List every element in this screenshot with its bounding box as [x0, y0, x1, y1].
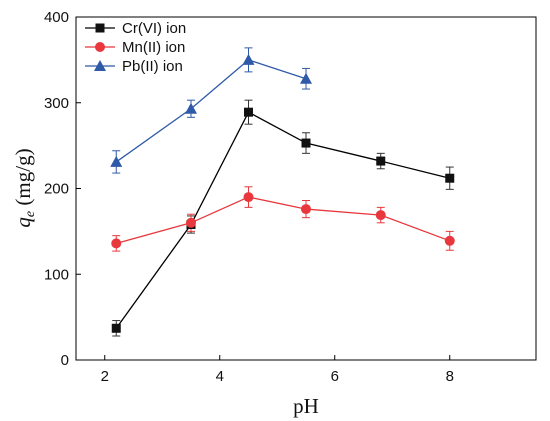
- series-lines: [115, 59, 450, 329]
- data-point-mn: [243, 192, 254, 203]
- x-tick-label: 8: [446, 368, 454, 385]
- x-tick-label: 2: [101, 368, 109, 385]
- y-axis-title-symbol: q: [11, 217, 35, 228]
- data-point-cr: [301, 138, 311, 148]
- legend-label-mn: Mn(II) ion: [122, 39, 185, 56]
- legend: Cr(VI) ion Mn(II) ion Pb(II) ion: [85, 20, 186, 75]
- y-tick-label: 100: [44, 266, 69, 283]
- x-tick-label: 4: [216, 368, 224, 385]
- y-tick-label: 0: [61, 352, 69, 369]
- data-point-cr: [111, 323, 121, 333]
- y-tick-label: 400: [44, 9, 69, 26]
- data-point-mn: [186, 217, 196, 228]
- y-axis-title: qe (mg/g): [11, 148, 38, 227]
- legend-label-cr: Cr(VI) ion: [122, 20, 186, 37]
- y-tick-label: 300: [44, 95, 69, 112]
- data-point-pb: [242, 53, 255, 65]
- x-tick-label: 6: [331, 368, 339, 385]
- y-axis-title-subscript: e: [23, 211, 38, 217]
- data-point-pb: [300, 72, 312, 84]
- data-point-mn: [111, 238, 122, 249]
- data-point-mn: [444, 235, 455, 246]
- data-point-cr: [445, 173, 455, 183]
- series-line-cr: [115, 111, 450, 329]
- axis-ticks: 2 4 6 8 0 100 200 300 400: [44, 9, 454, 385]
- series-line-mn: [116, 196, 450, 245]
- legend-marker-pb: [94, 60, 106, 71]
- error-bars: [112, 47, 454, 337]
- y-axis-title-unit: (mg/g): [11, 148, 35, 210]
- legend-marker-mn: [95, 42, 105, 52]
- data-point-pb: [110, 155, 123, 167]
- data-point-cr: [244, 107, 253, 117]
- legend-label-pb: Pb(II) ion: [122, 58, 183, 75]
- y-tick-label: 200: [44, 181, 69, 198]
- x-axis-title: pH: [293, 394, 319, 418]
- data-point-cr: [376, 156, 386, 166]
- data-point-mn: [375, 210, 386, 221]
- series-line-pb: [115, 59, 307, 163]
- series-markers: [110, 53, 455, 333]
- data-point-pb: [185, 102, 197, 114]
- legend-marker-cr: [95, 23, 105, 33]
- data-point-mn: [301, 204, 311, 215]
